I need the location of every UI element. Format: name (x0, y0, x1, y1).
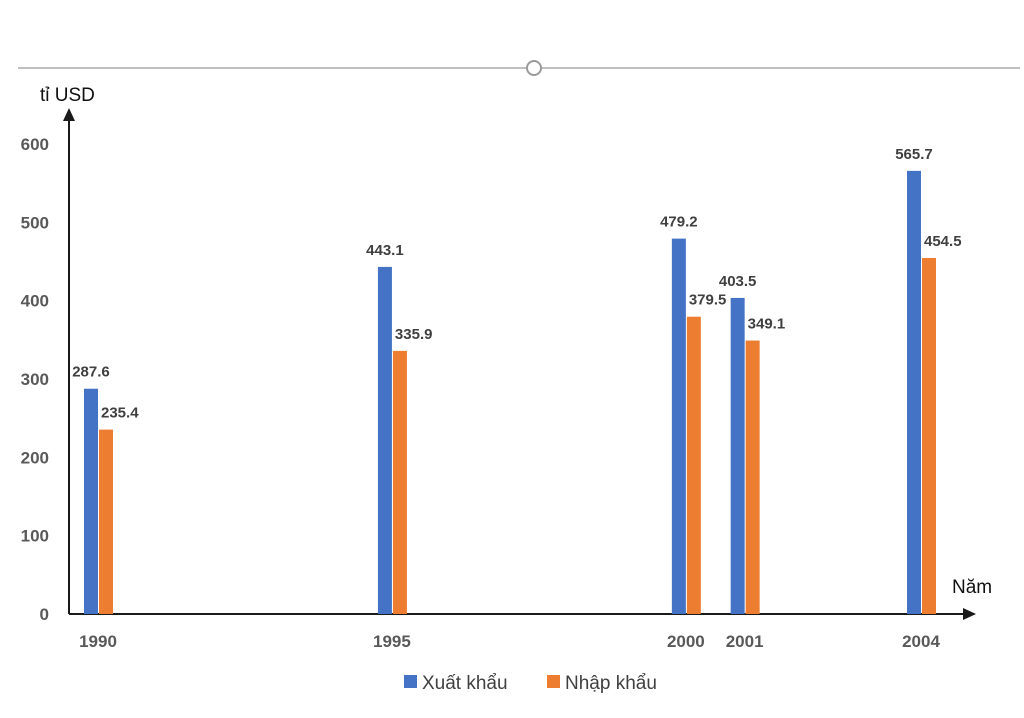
legend-swatch-export (404, 675, 417, 688)
bar-export (730, 297, 745, 614)
data-label-export: 287.6 (72, 364, 110, 381)
data-label-import: 235.4 (101, 405, 139, 422)
x-tick-label: 1990 (79, 632, 117, 651)
y-tick-label: 0 (40, 605, 49, 624)
data-label-export: 403.5 (719, 273, 757, 290)
data-label-import: 335.9 (395, 326, 433, 343)
data-labels: 287.6 443.1 479.2 403.5 565.7 235.4 335.9 379.5… (72, 146, 961, 422)
resize-handle[interactable] (526, 60, 542, 76)
data-label-import: 454.5 (924, 233, 962, 250)
bar-import (392, 350, 407, 614)
bar-export (84, 388, 98, 614)
x-tick-label: 1995 (373, 632, 411, 651)
y-tick-label: 100 (21, 527, 49, 546)
bar-import (99, 429, 113, 614)
x-axis-title: Năm (952, 577, 992, 598)
x-tick-label: 2000 (667, 632, 705, 651)
y-tick-label: 500 (21, 213, 49, 232)
x-tick-labels: 1990 1995 2000 2001 2004 (79, 632, 940, 651)
y-axis-arrow (63, 108, 75, 121)
x-tick-label: 2004 (902, 632, 940, 651)
legend-swatch-import (547, 675, 560, 688)
bar-import (686, 316, 701, 614)
data-label-import: 379.5 (689, 292, 727, 309)
data-label-import: 349.1 (748, 316, 786, 333)
legend-label-import: Nhập khẩu (565, 673, 657, 694)
x-axis-arrow (963, 608, 976, 620)
bar-import (922, 257, 936, 614)
y-tick-labels: 0 100 200 300 400 500 600 (21, 135, 49, 624)
bar-import (745, 340, 760, 614)
data-label-export: 565.7 (895, 146, 933, 163)
bar-export (907, 170, 921, 614)
y-tick-label: 600 (21, 135, 49, 154)
y-tick-label: 200 (21, 448, 49, 467)
bars (84, 170, 936, 615)
legend: Xuất khẩu Nhập khẩu (404, 673, 657, 694)
y-axis-title: tỉ USD (40, 85, 95, 106)
y-tick-label: 400 (21, 292, 49, 311)
data-label-export: 443.1 (366, 242, 404, 259)
y-tick-label: 300 (21, 370, 49, 389)
x-tick-label: 2001 (726, 632, 764, 651)
data-label-export: 479.2 (660, 214, 698, 231)
bar-export (377, 266, 392, 614)
bar-export (671, 238, 686, 615)
legend-label-export: Xuất khẩu (422, 673, 508, 694)
